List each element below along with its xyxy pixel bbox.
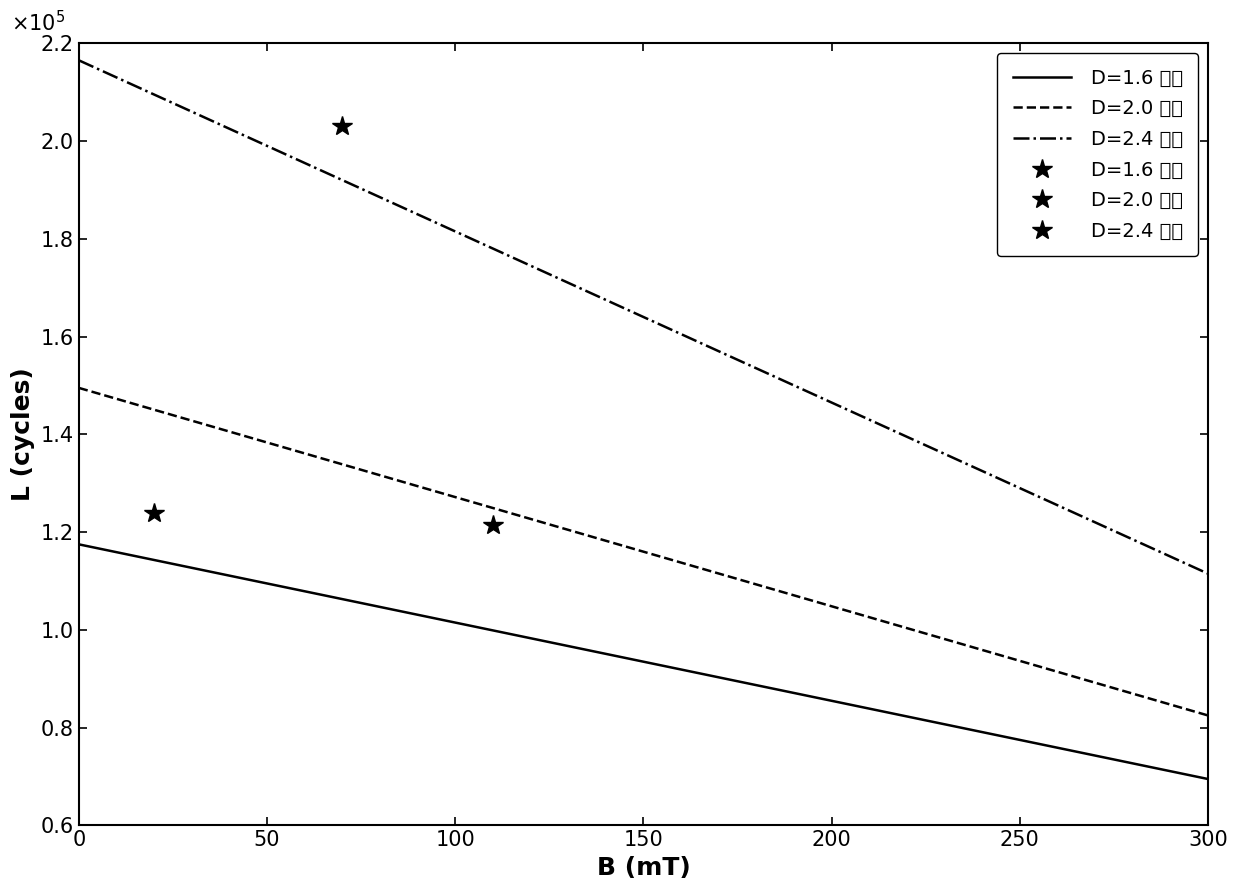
Legend: D=1.6 预测, D=2.0 预测, D=2.4 预测, D=1.6 实际, D=2.0 实际, D=2.4 实际: D=1.6 预测, D=2.0 预测, D=2.4 预测, D=1.6 实际, …: [997, 53, 1198, 257]
Y-axis label: L (cycles): L (cycles): [11, 367, 35, 502]
Text: $\times 10^5$: $\times 10^5$: [11, 10, 66, 36]
X-axis label: B (mT): B (mT): [596, 856, 690, 880]
